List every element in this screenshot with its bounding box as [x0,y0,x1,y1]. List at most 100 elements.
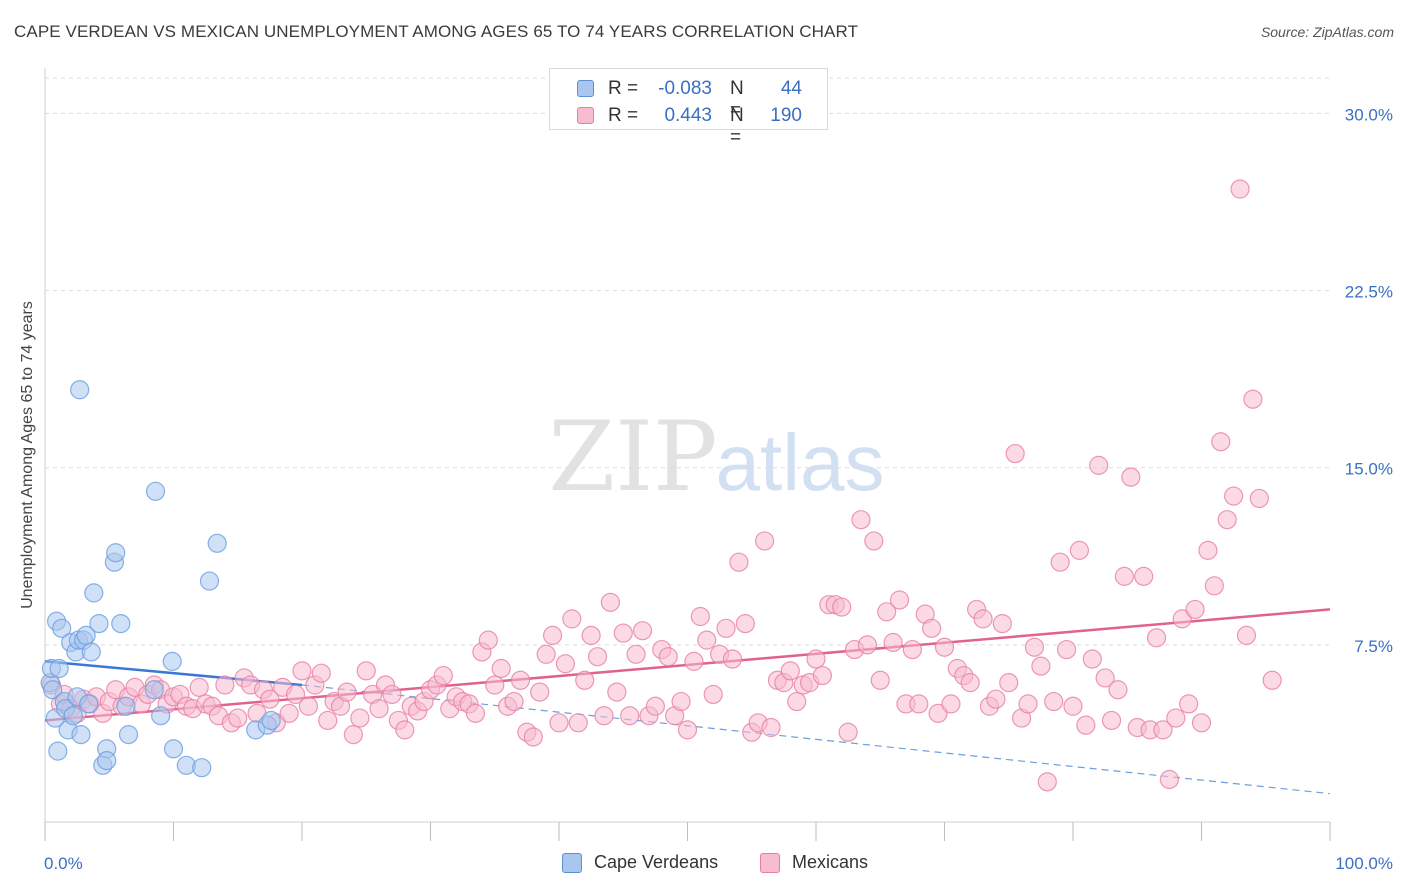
legend-swatch-cape-verdeans [577,80,594,97]
data-point [478,630,498,650]
data-point [260,689,280,709]
data-point [465,703,486,723]
data-point [581,625,601,646]
data-point [838,722,858,742]
data-point [356,661,376,681]
data-point [215,675,235,695]
data-point [607,682,627,702]
data-point [350,708,370,728]
data-point [1024,637,1045,657]
data-point [780,661,800,681]
data-point [632,621,653,641]
data-point [902,639,922,660]
data-point [1262,670,1282,690]
data-point [192,758,212,778]
data-point [1172,609,1192,629]
data-point [43,680,63,700]
data-point [857,635,878,655]
data-point [163,739,184,759]
data-point [889,590,910,610]
data-point [877,602,897,622]
data-point [1243,389,1263,409]
data-point [864,531,884,551]
data-point [870,670,890,690]
legend-n-value: 190 [770,105,802,126]
data-point [658,647,678,667]
data-point [883,632,903,653]
legend-label: Cape Verdeans [594,852,719,872]
data-point [761,717,781,738]
data-point [1082,649,1102,669]
data-point [70,380,90,400]
data-point [530,682,550,702]
series-mexicans [41,179,1282,792]
data-point [941,694,961,714]
data-point [620,706,640,726]
data-point [118,725,139,745]
data-point [626,644,646,664]
x-tick-label-left: 0.0% [44,854,83,873]
data-point [832,597,852,617]
y-tick-label: 22.5% [1345,283,1393,302]
data-point [1230,179,1250,199]
data-point [690,606,710,627]
data-point [1108,680,1128,700]
data-point [298,696,319,716]
data-point [928,703,948,723]
legend-swatch-cape-verdeans [562,853,582,873]
data-point [754,531,775,551]
data-point [594,706,614,726]
data-point [716,618,736,638]
data-point [735,613,755,634]
data-point [1191,713,1212,733]
data-point [1198,540,1218,560]
data-point [1211,432,1231,452]
data-point [1166,708,1186,728]
data-point [729,552,749,572]
data-point [111,613,131,634]
legend-label: Mexicans [792,852,869,872]
legend-r-label: R = [608,105,639,126]
data-point [343,725,363,745]
data-point [1076,715,1096,735]
data-point [1159,769,1179,790]
chart-title: CAPE VERDEAN VS MEXICAN UNEMPLOYMENT AMO… [14,22,859,41]
y-tick-label: 7.5% [1354,637,1393,656]
data-point [382,684,402,705]
data-point [684,651,704,671]
data-point [318,710,338,731]
data-point [600,592,621,612]
data-point [575,670,595,690]
data-point [433,665,453,686]
legend-swatch-mexicans [760,853,780,873]
legend-n-label: N = [730,105,744,148]
data-point [787,691,807,712]
data-point [395,720,415,740]
data-point [1050,552,1070,572]
data-point [851,510,871,530]
legend-r-value: 0.443 [664,105,712,126]
data-point [1031,656,1051,676]
source-note: Source: ZipAtlas.com [1260,24,1394,40]
data-point [934,637,955,657]
data-point [48,741,68,761]
data-point [812,665,833,686]
data-point [151,706,171,726]
data-point [549,713,569,733]
data-point [106,543,126,563]
y-tick-label: 30.0% [1345,105,1393,124]
data-point [703,684,723,705]
data-point [504,691,524,712]
data-point [116,696,136,716]
data-point [81,642,101,662]
data-point [485,675,505,695]
data-point [1121,467,1141,487]
data-point [562,609,582,629]
data-point [1185,599,1205,620]
data-point [261,710,281,731]
data-point [1005,443,1025,464]
watermark-atlas: atlas [716,418,885,507]
data-point [806,649,826,669]
x-tick-label-right: 100.0% [1335,854,1393,873]
